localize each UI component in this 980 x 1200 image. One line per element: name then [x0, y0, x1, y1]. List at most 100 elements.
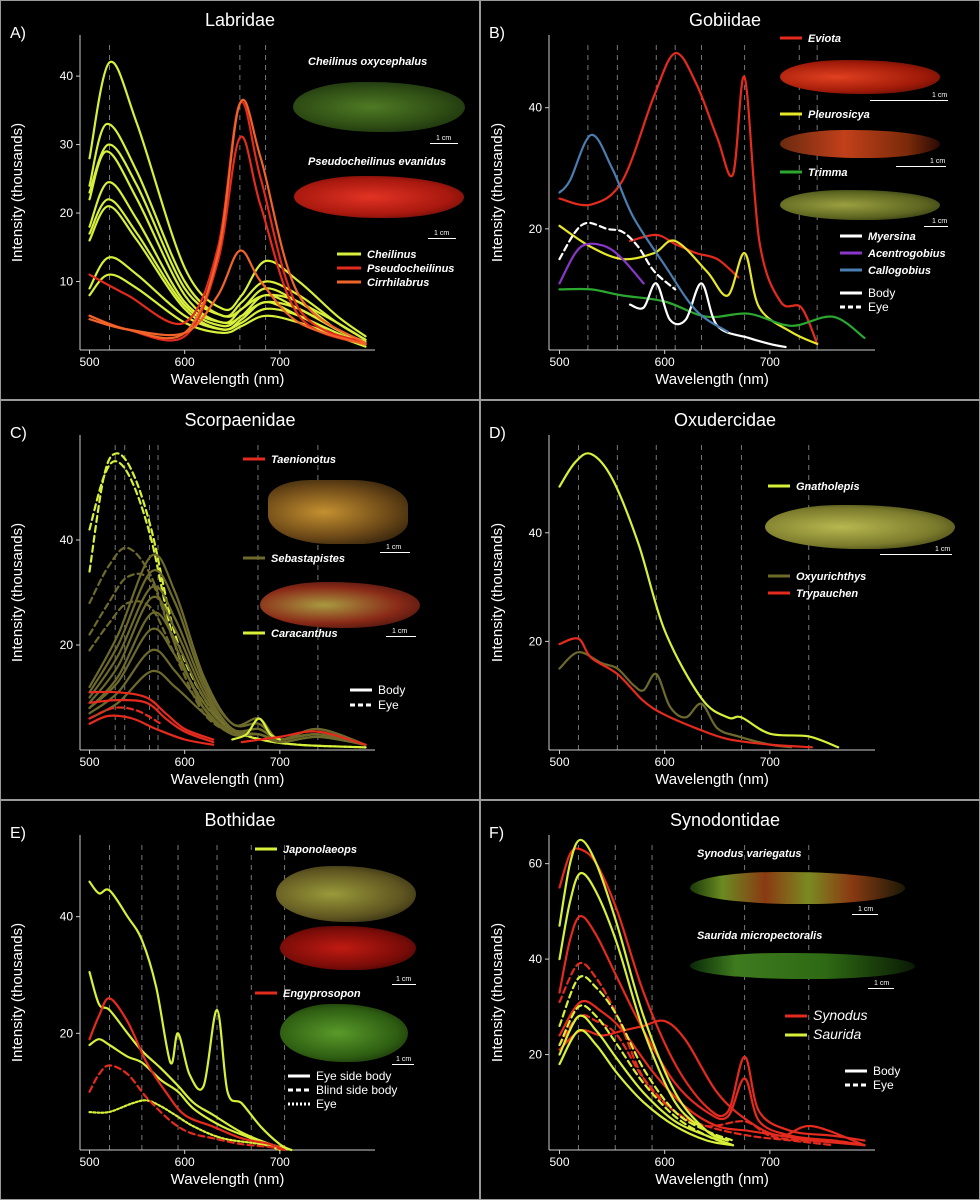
y-axis-label: Intensity (thousands): [9, 923, 26, 1062]
series-line: [558, 287, 866, 339]
scale-label: 1 cm: [436, 135, 452, 142]
series-line: [558, 52, 819, 345]
x-tick-label: 600: [175, 755, 195, 769]
y-tick-label: 40: [60, 910, 74, 924]
legend-label: Saurida: [813, 1026, 861, 1042]
panel-letter: E): [10, 825, 26, 842]
series-line: [88, 98, 367, 345]
x-tick-label: 700: [760, 1155, 780, 1169]
legend-label: Acentrogobius: [867, 248, 946, 260]
fish-photo-japonolaeops-eye-side: [276, 866, 416, 922]
x-tick-label: 700: [270, 755, 290, 769]
legend-label: Oxyurichthys: [796, 571, 866, 583]
series-line: [558, 651, 792, 749]
scale-bar: [868, 988, 894, 989]
x-tick-label: 600: [655, 355, 675, 369]
scale-bar: [386, 636, 416, 637]
x-tick-label: 500: [80, 1155, 100, 1169]
y-tick-label: 20: [529, 222, 543, 236]
scale-label: 1 cm: [858, 906, 874, 913]
series-line: [88, 143, 367, 341]
series-line: [558, 961, 866, 1147]
x-tick-label: 700: [270, 355, 290, 369]
photo-label-pseudocheilinus-evanidus: Pseudocheilinus evanidus: [308, 156, 447, 168]
x-axis-label: Wavelength (nm): [171, 771, 285, 788]
scale-bar: [430, 143, 458, 144]
series-line: [558, 1004, 735, 1147]
chart-title: Labridae: [205, 10, 275, 30]
y-tick-label: 20: [60, 638, 74, 652]
series-line: [628, 282, 787, 349]
x-tick-label: 700: [760, 355, 780, 369]
fish-photo-gnatholepis: [765, 505, 955, 549]
legend-label: Body: [868, 286, 895, 300]
x-tick-label: 500: [550, 1155, 570, 1169]
series-line: [88, 997, 286, 1152]
legend-label: Blind side body: [316, 1083, 397, 1097]
series-line: [88, 249, 367, 346]
fish-photo-sebastapistes: [260, 582, 420, 628]
scale-label: 1 cm: [396, 1056, 412, 1063]
scale-bar: [852, 914, 878, 915]
series-line: [558, 452, 840, 749]
series-line: [88, 971, 293, 1152]
y-axis-label: Intensity (thousands): [489, 923, 506, 1062]
y-axis-label: Intensity (thousands): [9, 123, 26, 262]
fish-photo-engyprosopon: [280, 1004, 408, 1062]
legend-label: Callogobius: [868, 265, 931, 277]
scale-label: 1 cm: [932, 218, 948, 225]
series-line: [558, 1029, 735, 1147]
y-axis-label: Intensity (thousands): [9, 523, 26, 662]
x-tick-label: 500: [80, 355, 100, 369]
panel-d: Oxudercidae D) 500 600 700 20 40 Wavelength (nm…: [480, 400, 980, 800]
scale-label: 1 cm: [935, 546, 951, 553]
x-tick-label: 500: [550, 755, 570, 769]
legend-label: Cheilinus: [367, 249, 417, 261]
fish-photo-japonolaeops-blind-side: [280, 926, 416, 970]
legend-label: Trimma: [808, 167, 848, 179]
photo-label-saurida-micropectoralis: Saurida micropectoralis: [697, 930, 823, 942]
y-tick-label: 40: [60, 69, 74, 83]
series-line: [88, 572, 234, 736]
panel-letter: B): [489, 25, 505, 42]
photo-label-cheilinus-oxycephalus: Cheilinus oxycephalus: [308, 56, 428, 68]
panel-border: [0, 0, 480, 400]
series-line: [558, 838, 729, 1142]
scale-bar: [896, 166, 946, 167]
y-axis-label: Intensity (thousands): [489, 523, 506, 662]
legend-label: Cirrhilabrus: [367, 277, 429, 289]
panel-letter: F): [489, 825, 504, 842]
y-tick-label: 20: [529, 1048, 543, 1062]
panel-letter: D): [489, 425, 506, 442]
panel-letter: A): [10, 25, 26, 42]
legend-label: Eviota: [808, 33, 841, 45]
scale-bar: [880, 554, 952, 555]
legend-label: Trypauchen: [796, 588, 858, 600]
scale-bar: [392, 1064, 414, 1065]
chart-title: Gobiidae: [689, 10, 761, 30]
legend-label: Synodus: [813, 1007, 867, 1023]
scale-bar: [428, 238, 456, 239]
fish-photo-synodus: [690, 872, 905, 904]
scale-label: 1 cm: [874, 980, 890, 987]
y-tick-label: 40: [529, 526, 543, 540]
series-line: [88, 706, 162, 725]
legend-label: Eye: [868, 300, 889, 314]
fish-photo-pleurosicya: [780, 130, 940, 158]
x-axis-label: Wavelength (nm): [655, 771, 769, 788]
series-line: [88, 60, 367, 338]
fish-photo-pseudocheilinus: [294, 176, 464, 218]
scale-label: 1 cm: [386, 544, 402, 551]
fish-photo-cheilinus: [293, 82, 465, 132]
series-line: [558, 637, 813, 749]
chart-title: Bothidae: [204, 810, 275, 830]
panel-b: Gobiidae B) 500 600 700 20 40 Wavelength (nm) In…: [480, 0, 980, 400]
legend-label: Pleurosicya: [808, 109, 870, 121]
chart-title: Oxudercidae: [674, 410, 776, 430]
chart-title: Synodontidae: [670, 810, 780, 830]
series-line: [88, 150, 367, 343]
series-line: [558, 847, 866, 1142]
x-axis-label: Wavelength (nm): [655, 1171, 769, 1188]
x-tick-label: 700: [760, 755, 780, 769]
chart-title: Scorpaenidae: [184, 410, 295, 430]
